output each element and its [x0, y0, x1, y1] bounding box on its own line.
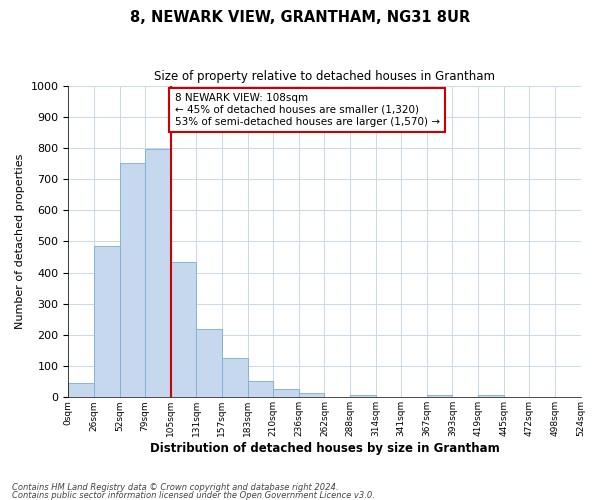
- Bar: [145, 150, 171, 398]
- Bar: [171, 262, 196, 398]
- Bar: [94, 246, 119, 398]
- Bar: [299, 392, 325, 398]
- Bar: [119, 164, 145, 398]
- Bar: [248, 381, 273, 398]
- Bar: [478, 395, 503, 398]
- Bar: [427, 395, 452, 398]
- Bar: [68, 384, 94, 398]
- Text: 8, NEWARK VIEW, GRANTHAM, NG31 8UR: 8, NEWARK VIEW, GRANTHAM, NG31 8UR: [130, 10, 470, 25]
- X-axis label: Distribution of detached houses by size in Grantham: Distribution of detached houses by size …: [149, 442, 499, 455]
- Bar: [350, 395, 376, 398]
- Bar: [196, 328, 222, 398]
- Bar: [222, 358, 248, 398]
- Bar: [273, 388, 299, 398]
- Text: Contains HM Land Registry data © Crown copyright and database right 2024.: Contains HM Land Registry data © Crown c…: [12, 483, 338, 492]
- Y-axis label: Number of detached properties: Number of detached properties: [15, 154, 25, 329]
- Title: Size of property relative to detached houses in Grantham: Size of property relative to detached ho…: [154, 70, 495, 83]
- Text: Contains public sector information licensed under the Open Government Licence v3: Contains public sector information licen…: [12, 490, 375, 500]
- Text: 8 NEWARK VIEW: 108sqm
← 45% of detached houses are smaller (1,320)
53% of semi-d: 8 NEWARK VIEW: 108sqm ← 45% of detached …: [175, 94, 440, 126]
